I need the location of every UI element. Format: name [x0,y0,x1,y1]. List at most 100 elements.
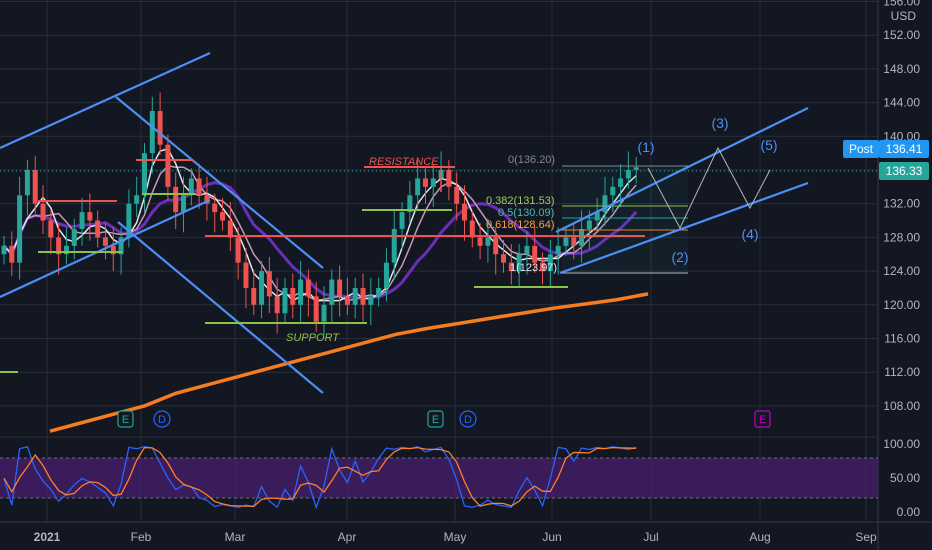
last-price-tag [879,162,929,180]
earnings-marker[interactable] [117,410,134,428]
wave-projection[interactable] [647,146,771,230]
fib-label-618: 0.618(128.64) [486,219,555,231]
wave-3-label: (3) [711,115,728,131]
price-tick-label: 120.00 [883,298,920,312]
candle-body [110,245,116,255]
event-markers[interactable]: E D E D E [117,410,771,428]
candle-body [368,296,374,305]
price-tick-label: 116.00 [884,332,920,346]
time-axis[interactable]: 2021 Feb Mar Apr May Jun Jul Aug Sep [34,530,877,544]
earnings-marker-label: E [122,414,129,426]
oscillator-band [0,458,878,498]
candle-body [9,245,15,263]
price-tick-label: 140.00 [883,129,920,143]
candle-body [71,228,77,246]
oscillator-axis[interactable]: 100.00 50.00 0.00 [883,437,920,519]
price-tick-label: 132.00 [883,197,920,211]
dividend-marker-label: D [158,414,166,426]
post-label: Post [849,142,874,156]
candle-body [461,203,467,221]
dividend-marker-label: D [464,414,472,426]
resistance-label: RESISTANCE [369,156,439,168]
fib-label-1: 1(123.97) [510,262,557,274]
candle-body [79,212,85,229]
earnings-marker[interactable] [427,410,444,428]
candle-body [602,195,608,213]
candle-body [485,237,491,246]
last-price: 136.33 [886,164,923,178]
price-tick-label: 148.00 [883,62,920,76]
channel-line-lower-left[interactable] [0,199,211,298]
post-tag [843,140,879,158]
channel-line-upper-left[interactable] [0,51,211,150]
candle-body [610,186,616,196]
ma200-line [49,292,649,433]
earnings-marker-upcoming[interactable] [754,410,771,428]
candle-body [212,203,218,213]
candle-body [181,195,187,213]
candle-body [48,220,54,238]
ma-white-line [3,148,637,302]
candle-body [391,228,397,263]
drawings[interactable]: RESISTANCE SUPPORT 0(136.20) 0.382(131.5… [0,51,809,394]
time-tick-label: Jul [643,530,658,544]
earnings-marker-label: E [432,414,439,426]
fib-label-0: 0(136.20) [508,154,555,166]
candle-body [555,245,561,255]
candle-body [618,178,624,187]
candle-body [220,212,226,221]
candle-body [243,262,249,288]
stochastic-oscillator [3,445,637,510]
candle-body [579,228,585,246]
moving-averages [2,148,649,433]
candle-body [360,287,366,305]
candle-body [173,186,179,213]
candle-body [430,178,436,187]
candle-body [540,262,546,272]
candle-body [524,245,530,255]
candle-body [56,237,62,255]
wave-5-label: (5) [760,137,777,153]
rising-channel-lower[interactable] [559,181,809,275]
candle-body [454,186,460,204]
dividend-marker[interactable] [459,410,477,428]
candle-body [118,237,124,255]
time-tick-label: Feb [131,530,152,544]
rising-channel-upper[interactable] [555,107,809,233]
candle-body [329,279,335,305]
channel-line-desc-lower[interactable] [117,221,324,394]
time-tick-label: 2021 [34,530,61,544]
fib-label-382: 0.382(131.53) [486,195,555,207]
candle-body [501,254,507,263]
support-label: SUPPORT [286,332,340,344]
candle-body [227,220,233,238]
price-tick-label: 128.00 [883,230,920,244]
candle-body [1,245,7,255]
candle-body [204,195,210,204]
channel-line-desc-upper[interactable] [115,96,324,269]
price-tick-label: 152.00 [883,28,920,42]
post-price: 136.41 [886,142,923,156]
dividend-marker[interactable] [153,410,171,428]
osc-tick-label: 0.00 [897,505,921,519]
candle-body [625,170,631,179]
candle-body [274,296,280,314]
candle-body [422,178,428,187]
candle-body [469,220,475,238]
candle-body [95,220,101,238]
candle-body [298,279,304,305]
earnings-marker-label: E [759,414,766,426]
candle-body [508,262,514,272]
wave-2-label: (2) [671,249,688,265]
time-tick-label: Apr [338,530,357,544]
candle-body [344,296,350,305]
candle-body [337,279,343,297]
wave-1-label: (1) [637,139,654,155]
candle-body [102,237,108,246]
candle-body [516,254,522,272]
time-tick-label: Mar [225,530,246,544]
candle-body [149,111,155,154]
candle-body [352,287,358,305]
candle-body [594,212,600,221]
